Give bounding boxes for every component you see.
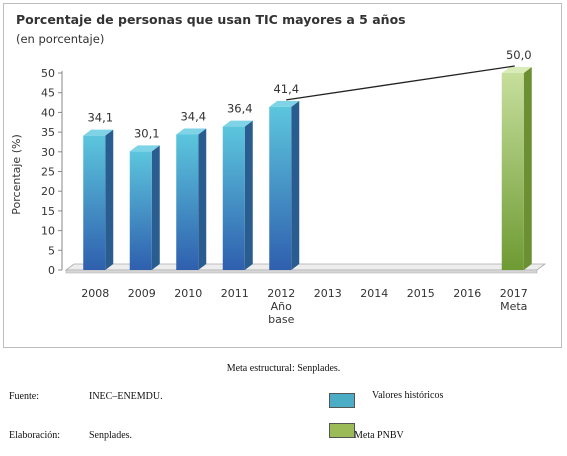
bar (222, 126, 245, 270)
source-label: Fuente: (9, 391, 39, 402)
bar-top (176, 128, 207, 135)
y-tick-label: 30 (41, 146, 55, 159)
bar (83, 135, 106, 270)
legend-swatch-historic (329, 393, 355, 408)
x-tick-label: 2015 (407, 287, 435, 300)
meta-note: Meta estructural: Senplades. (226, 363, 341, 374)
bar-side (244, 120, 253, 270)
legend-label-meta: Meta PNBV (354, 430, 404, 441)
x-tick-label: 2013 (314, 287, 342, 300)
y-tick-label: 10 (41, 225, 55, 238)
x-tick-label: 2008 (81, 287, 109, 300)
bar (501, 73, 524, 270)
bar-side (523, 67, 532, 270)
chart-title: Porcentaje de personas que usan TIC mayo… (16, 12, 406, 27)
bar (129, 151, 152, 270)
bar-top (222, 120, 253, 127)
bar (176, 134, 199, 270)
y-axis-label: Porcentaje (%) (10, 134, 23, 214)
elaboration-value: Senplades. (89, 430, 133, 441)
x-tick-label: 2014 (360, 287, 388, 300)
chart-subtitle: (en porcentaje) (16, 32, 105, 46)
y-tick-label: 5 (48, 244, 55, 257)
y-tick-label: 0 (48, 264, 55, 277)
chart-frame (3, 3, 562, 348)
trend-line (286, 65, 515, 101)
x-tick-label: 2011 (221, 287, 249, 300)
bar-chart: 0 5 10 15 20 25 30 35 40 45 50 Porcentaje (%) 34,1 30… (10, 48, 547, 326)
data-label: 34,1 (87, 111, 113, 125)
bar-top (129, 145, 160, 152)
bar-side (151, 145, 160, 270)
x-tick-sublabel: Año (271, 300, 292, 313)
bar-top (501, 67, 532, 73)
x-tick-label: 2016 (453, 287, 481, 300)
x-tick-label: 2009 (128, 287, 156, 300)
y-tick-label: 35 (41, 126, 55, 139)
bar-side (105, 129, 114, 270)
data-label: 34,4 (180, 109, 206, 123)
x-tick-label: 2010 (174, 287, 202, 300)
bar-top (269, 100, 300, 107)
data-label: 36,4 (227, 102, 253, 116)
data-label: 30,1 (134, 126, 160, 140)
y-tick-label: 25 (41, 166, 55, 179)
x-tick-sublabel: Meta (500, 300, 527, 313)
y-tick-label: 20 (41, 185, 55, 198)
y-tick-label: 50 (41, 67, 55, 80)
y-tick-label: 15 (41, 205, 55, 218)
elaboration-label: Elaboración: (9, 430, 61, 441)
data-label: 41,4 (273, 82, 299, 96)
y-tick-label: 40 (41, 106, 55, 119)
bar-side (291, 100, 300, 270)
bar-top (83, 129, 114, 136)
source-value: INEC–ENEMDU. (89, 391, 163, 402)
data-label: 50,0 (506, 48, 532, 62)
x-tick-sublabel: base (268, 313, 294, 326)
y-tick-label: 45 (41, 87, 55, 100)
bar-side (198, 128, 207, 270)
legend-swatch-meta (329, 423, 355, 438)
legend-label-historic: Valores históricos (372, 390, 444, 401)
x-tick-label: 2017 (500, 287, 528, 300)
chart-floor-edge (65, 269, 538, 274)
bar (269, 106, 292, 270)
x-tick-label: 2012 (267, 287, 295, 300)
